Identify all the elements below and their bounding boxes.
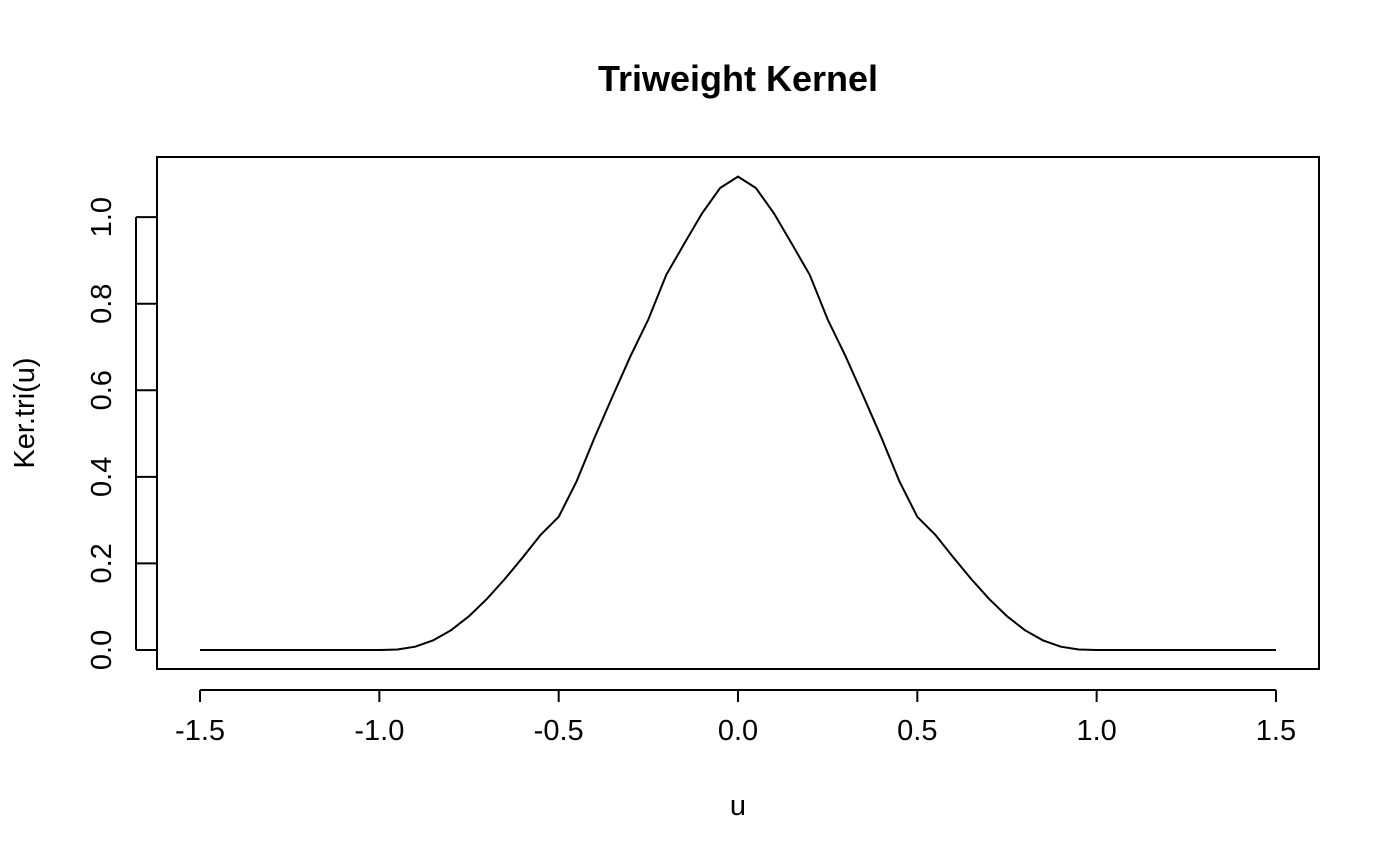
x-tick-label: -1.0 [354,715,404,747]
series-group [200,175,1276,651]
x-tick-label: 0.0 [718,715,758,747]
y-tick-label: 0.0 [86,630,118,670]
x-tick-label: 1.5 [1256,715,1296,747]
x-tick-label: -0.5 [534,715,584,747]
x-axis: -1.5 -1.0 -0.5 0.0 0.5 1.0 1.5 [175,689,1296,747]
x-tick-label: 0.5 [897,715,937,747]
y-tick-label: 0.2 [86,543,118,583]
chart-title: Triweight Kernel [598,58,878,99]
y-axis-label: Ker.tri(u) [9,357,41,468]
plot-frame [156,156,1320,670]
y-tick-label: 0.4 [86,457,118,497]
series-line [200,175,1276,651]
y-tick-label: 1.0 [86,197,118,237]
x-tick-label: 1.0 [1076,715,1116,747]
y-axis: 0.0 0.2 0.4 0.6 0.8 1.0 [86,197,156,670]
x-axis-label: u [730,790,746,822]
x-tick-label: -1.5 [175,715,225,747]
y-tick-label: 0.8 [86,284,118,324]
x-ticks: -1.5 -1.0 -0.5 0.0 0.5 1.0 1.5 [175,690,1296,747]
y-ticks: 0.0 0.2 0.4 0.6 0.8 1.0 [86,197,156,670]
y-tick-label: 0.6 [86,370,118,410]
